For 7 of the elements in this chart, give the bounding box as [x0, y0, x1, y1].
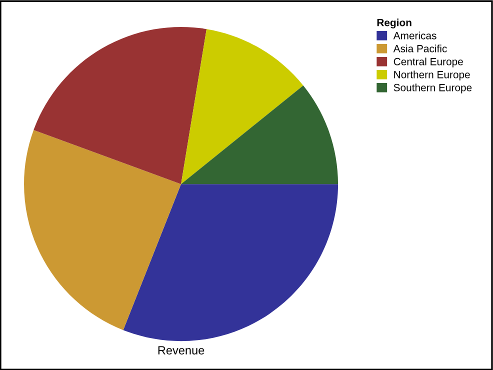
legend-label: Asia Pacific	[393, 44, 447, 52]
legend-label: Central Europe	[394, 58, 463, 68]
legend-label: Northern Europe	[394, 70, 470, 80]
legend-title: Region	[377, 18, 412, 28]
legend-label: Southern Europe	[394, 84, 472, 94]
legend-label: Americas	[393, 32, 436, 40]
text: Revenue	[158, 346, 204, 354]
